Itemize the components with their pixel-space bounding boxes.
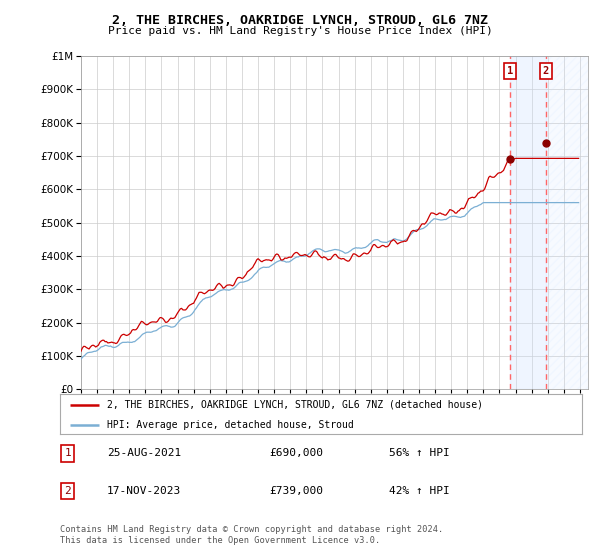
Text: 42% ↑ HPI: 42% ↑ HPI xyxy=(389,486,449,496)
Bar xyxy=(510,56,546,389)
Text: 2, THE BIRCHES, OAKRIDGE LYNCH, STROUD, GL6 7NZ: 2, THE BIRCHES, OAKRIDGE LYNCH, STROUD, … xyxy=(112,14,488,27)
Text: 2: 2 xyxy=(542,66,549,76)
Text: 1: 1 xyxy=(507,66,513,76)
Text: HPI: Average price, detached house, Stroud: HPI: Average price, detached house, Stro… xyxy=(107,420,354,430)
Text: £690,000: £690,000 xyxy=(269,449,323,459)
Text: £739,000: £739,000 xyxy=(269,486,323,496)
Text: 17-NOV-2023: 17-NOV-2023 xyxy=(107,486,181,496)
Text: Contains HM Land Registry data © Crown copyright and database right 2024.
This d: Contains HM Land Registry data © Crown c… xyxy=(60,525,443,545)
Text: 56% ↑ HPI: 56% ↑ HPI xyxy=(389,449,449,459)
Bar xyxy=(546,56,588,389)
Text: Price paid vs. HM Land Registry's House Price Index (HPI): Price paid vs. HM Land Registry's House … xyxy=(107,26,493,36)
Text: 25-AUG-2021: 25-AUG-2021 xyxy=(107,449,181,459)
Text: 2, THE BIRCHES, OAKRIDGE LYNCH, STROUD, GL6 7NZ (detached house): 2, THE BIRCHES, OAKRIDGE LYNCH, STROUD, … xyxy=(107,400,483,410)
Text: 1: 1 xyxy=(64,449,71,459)
Text: 2: 2 xyxy=(64,486,71,496)
